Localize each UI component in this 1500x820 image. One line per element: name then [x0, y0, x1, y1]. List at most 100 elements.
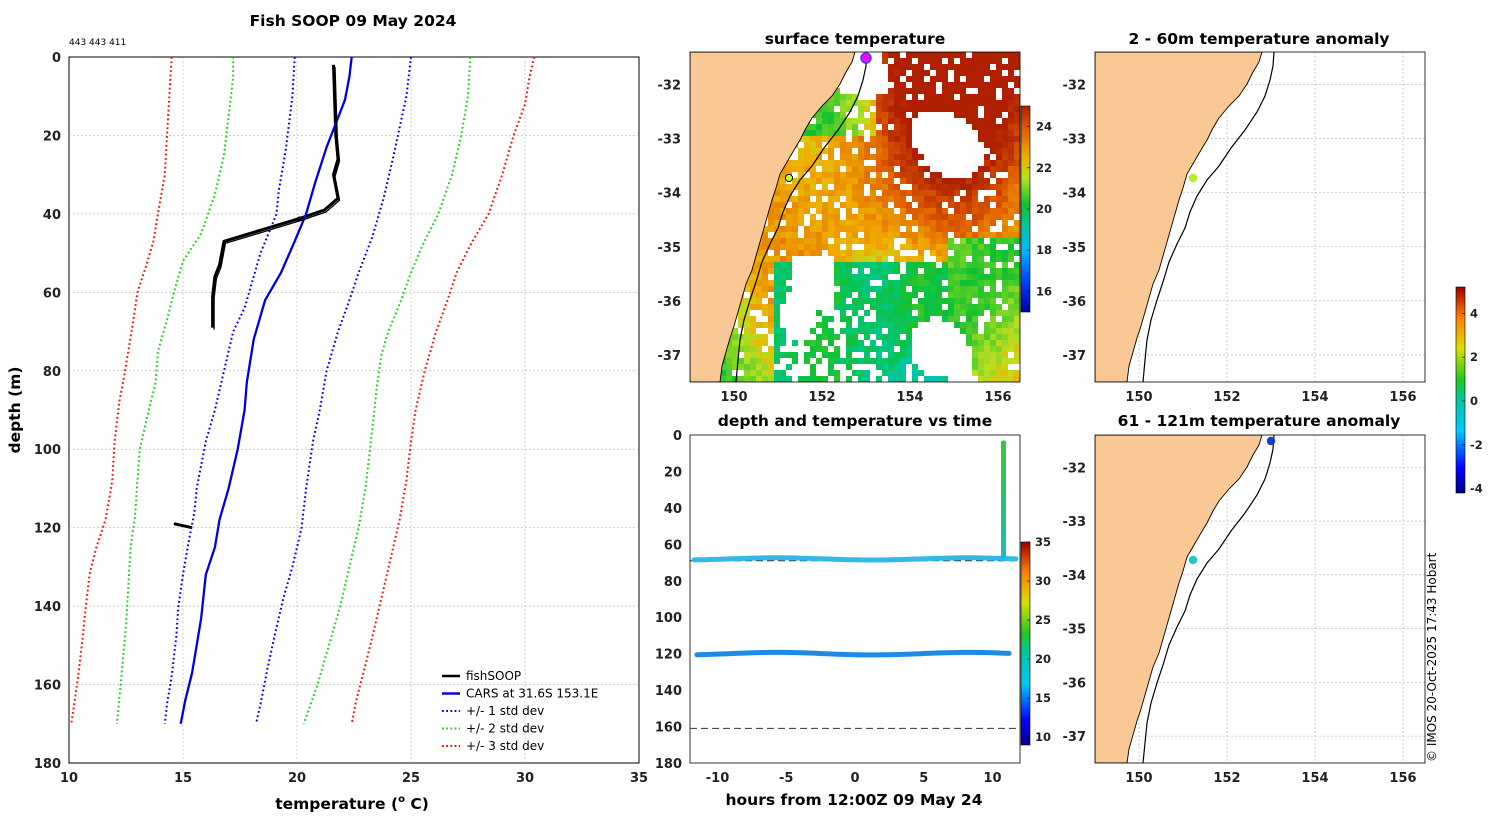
sst-cell	[882, 136, 888, 142]
sst-cell	[918, 250, 924, 256]
sst-cell	[990, 214, 996, 220]
sst-cell	[1008, 250, 1014, 256]
sst-cell	[1002, 214, 1008, 220]
sst-cell	[840, 280, 846, 286]
sst-cell	[780, 214, 786, 220]
sst-cell	[786, 238, 792, 244]
sst-cell	[942, 232, 948, 238]
sst-cell	[786, 376, 792, 382]
sst-cell	[786, 250, 792, 256]
sst-cell	[774, 292, 780, 298]
sst-cell	[846, 274, 852, 280]
sst-cell	[894, 268, 900, 274]
sst-cell	[930, 76, 936, 82]
sst-cell	[882, 334, 888, 340]
sst-cell	[978, 178, 984, 184]
sst-cell	[798, 166, 804, 172]
sst-cell	[978, 334, 984, 340]
sst-cell	[990, 274, 996, 280]
sst-cell	[852, 370, 858, 376]
sst-cell	[852, 154, 858, 160]
sst-cell	[954, 100, 960, 106]
sst-cell	[828, 340, 834, 346]
sst-cell	[840, 142, 846, 148]
sst-cell	[900, 310, 906, 316]
sst-cell	[918, 64, 924, 70]
sst-cell	[960, 52, 966, 58]
sst-cell	[876, 130, 882, 136]
sst-cell	[894, 364, 900, 370]
sst-cell	[924, 106, 930, 112]
sst-cell	[888, 112, 894, 118]
depth-time-colorbar	[1020, 541, 1031, 746]
sst-cell	[978, 82, 984, 88]
sst-cell	[924, 304, 930, 310]
sst-cell	[930, 220, 936, 226]
sst-cell	[852, 232, 858, 238]
sst-cell	[1002, 298, 1008, 304]
sst-cell	[732, 346, 738, 352]
sst-cell	[990, 346, 996, 352]
sst-cell	[1008, 148, 1014, 154]
sst-cell	[978, 262, 984, 268]
sst-cell	[768, 298, 774, 304]
sst-cell	[1014, 280, 1020, 286]
sst-cell	[978, 88, 984, 94]
sst-cell	[906, 166, 912, 172]
sst-cell	[978, 238, 984, 244]
sst-cell	[852, 256, 858, 262]
sst-cell	[990, 220, 996, 226]
sst-cell	[1002, 142, 1008, 148]
sst-cell	[1014, 340, 1020, 346]
sst-cell	[792, 232, 798, 238]
sst-cell	[822, 214, 828, 220]
sst-cell	[978, 136, 984, 142]
sst-cell	[858, 304, 864, 310]
sst-cell	[984, 130, 990, 136]
sst-cell	[906, 220, 912, 226]
sst-cell	[1008, 88, 1014, 94]
sst-cell	[936, 304, 942, 310]
depth-time-colorbar-tick-label: 25	[1035, 613, 1051, 627]
sst-cell	[810, 244, 816, 250]
sst-cell	[1002, 274, 1008, 280]
sst-cell	[972, 370, 978, 376]
sst-cell	[834, 208, 840, 214]
sst-cell	[900, 322, 906, 328]
sst-cell	[888, 370, 894, 376]
sst-cell	[858, 286, 864, 292]
sst-cell	[1014, 154, 1020, 160]
sst-cell	[894, 358, 900, 364]
sst-cell	[816, 250, 822, 256]
anomaly-colorbar-tick-label: 4	[1470, 306, 1478, 320]
sst-cell	[912, 94, 918, 100]
sst-cell	[816, 238, 822, 244]
sst-cell	[996, 154, 1002, 160]
sst-cell	[924, 232, 930, 238]
sst-cell	[984, 322, 990, 328]
sst-cell	[846, 100, 852, 106]
sst-cell	[1002, 250, 1008, 256]
sst-cell	[840, 172, 846, 178]
sst-cell	[738, 310, 744, 316]
sst-cell	[846, 358, 852, 364]
sst-cell	[762, 376, 768, 382]
sst-cell	[984, 352, 990, 358]
sst-cell	[882, 130, 888, 136]
sst-cell	[1014, 184, 1020, 190]
sst-cell	[942, 316, 948, 322]
sst-cell	[1014, 64, 1020, 70]
sst-cell	[774, 232, 780, 238]
sst-cell	[894, 52, 900, 58]
sst-cell	[822, 244, 828, 250]
sst-cell	[774, 190, 780, 196]
sst-cell	[870, 154, 876, 160]
map-lon-tick-label: 154	[1301, 390, 1328, 405]
sst-cell	[900, 82, 906, 88]
sst-cell	[780, 178, 786, 184]
sst-cell	[828, 100, 834, 106]
sst-cell	[984, 52, 990, 58]
sst-cell	[738, 358, 744, 364]
sst-cell	[960, 208, 966, 214]
sst-cell	[912, 232, 918, 238]
